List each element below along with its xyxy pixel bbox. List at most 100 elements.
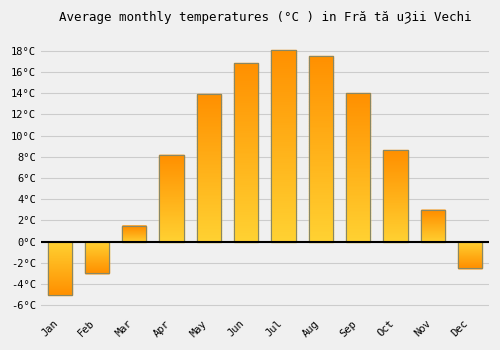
Bar bbox=[160, 164, 184, 165]
Bar bbox=[384, 162, 407, 163]
Bar bbox=[272, 128, 295, 130]
Bar bbox=[160, 225, 184, 226]
Bar bbox=[197, 140, 221, 141]
Bar bbox=[272, 153, 295, 155]
Bar bbox=[197, 196, 221, 197]
Bar bbox=[272, 232, 295, 234]
Bar bbox=[234, 112, 258, 113]
Bar bbox=[384, 154, 407, 155]
Bar bbox=[160, 187, 184, 188]
Bar bbox=[272, 220, 295, 222]
Bar bbox=[48, 241, 72, 242]
Bar bbox=[384, 205, 407, 206]
Bar bbox=[197, 113, 221, 115]
Bar bbox=[346, 216, 370, 218]
Bar bbox=[197, 147, 221, 149]
Bar bbox=[384, 161, 407, 162]
Bar bbox=[160, 199, 184, 200]
Bar bbox=[160, 221, 184, 222]
Bar bbox=[272, 80, 295, 82]
Bar bbox=[48, 248, 72, 249]
Bar bbox=[234, 160, 258, 161]
Bar bbox=[309, 60, 333, 62]
Bar bbox=[384, 231, 407, 232]
Bar bbox=[458, 241, 482, 268]
Bar bbox=[197, 125, 221, 127]
Bar bbox=[346, 197, 370, 198]
Bar bbox=[234, 199, 258, 201]
Bar bbox=[197, 169, 221, 171]
Bar bbox=[309, 63, 333, 65]
Bar bbox=[384, 211, 407, 212]
Bar bbox=[197, 153, 221, 155]
Bar bbox=[346, 185, 370, 187]
Bar bbox=[384, 235, 407, 236]
Bar bbox=[234, 174, 258, 176]
Bar bbox=[346, 151, 370, 153]
Bar bbox=[234, 72, 258, 74]
Bar bbox=[197, 178, 221, 180]
Bar bbox=[197, 109, 221, 110]
Bar bbox=[272, 230, 295, 232]
Bar bbox=[197, 161, 221, 162]
Bar bbox=[309, 240, 333, 242]
Bar bbox=[384, 213, 407, 214]
Bar bbox=[309, 234, 333, 236]
Bar bbox=[197, 231, 221, 233]
Bar bbox=[197, 208, 221, 209]
Bar bbox=[272, 224, 295, 226]
Bar bbox=[309, 204, 333, 206]
Bar bbox=[384, 207, 407, 208]
Bar bbox=[234, 170, 258, 172]
Bar bbox=[384, 212, 407, 213]
Bar bbox=[197, 172, 221, 174]
Bar bbox=[384, 226, 407, 227]
Bar bbox=[384, 183, 407, 184]
Bar bbox=[48, 279, 72, 280]
Bar bbox=[384, 215, 407, 216]
Bar bbox=[346, 96, 370, 98]
Bar bbox=[197, 240, 221, 241]
Bar bbox=[309, 169, 333, 171]
Bar bbox=[272, 103, 295, 105]
Bar bbox=[384, 174, 407, 175]
Bar bbox=[197, 191, 221, 193]
Bar bbox=[346, 111, 370, 112]
Bar bbox=[346, 170, 370, 172]
Bar bbox=[309, 78, 333, 80]
Bar bbox=[346, 138, 370, 139]
Bar bbox=[309, 147, 333, 149]
Bar bbox=[309, 125, 333, 126]
Bar bbox=[160, 208, 184, 209]
Bar bbox=[48, 242, 72, 243]
Bar bbox=[272, 194, 295, 196]
Bar bbox=[309, 116, 333, 117]
Bar bbox=[197, 181, 221, 183]
Bar bbox=[160, 216, 184, 217]
Bar bbox=[346, 110, 370, 111]
Bar bbox=[48, 268, 72, 269]
Bar bbox=[234, 220, 258, 222]
Bar bbox=[160, 182, 184, 183]
Bar bbox=[272, 228, 295, 230]
Bar bbox=[272, 165, 295, 167]
Bar bbox=[234, 83, 258, 85]
Bar bbox=[309, 84, 333, 86]
Bar bbox=[48, 271, 72, 272]
Bar bbox=[272, 222, 295, 224]
Bar bbox=[272, 88, 295, 90]
Bar bbox=[234, 117, 258, 119]
Bar bbox=[234, 179, 258, 181]
Bar bbox=[197, 206, 221, 208]
Bar bbox=[160, 200, 184, 201]
Bar bbox=[309, 132, 333, 134]
Bar bbox=[234, 81, 258, 83]
Bar bbox=[197, 193, 221, 194]
Bar bbox=[384, 201, 407, 202]
Bar bbox=[384, 228, 407, 229]
Bar bbox=[346, 219, 370, 221]
Bar bbox=[384, 151, 407, 152]
Bar bbox=[309, 219, 333, 221]
Bar bbox=[197, 94, 221, 241]
Bar bbox=[272, 173, 295, 174]
